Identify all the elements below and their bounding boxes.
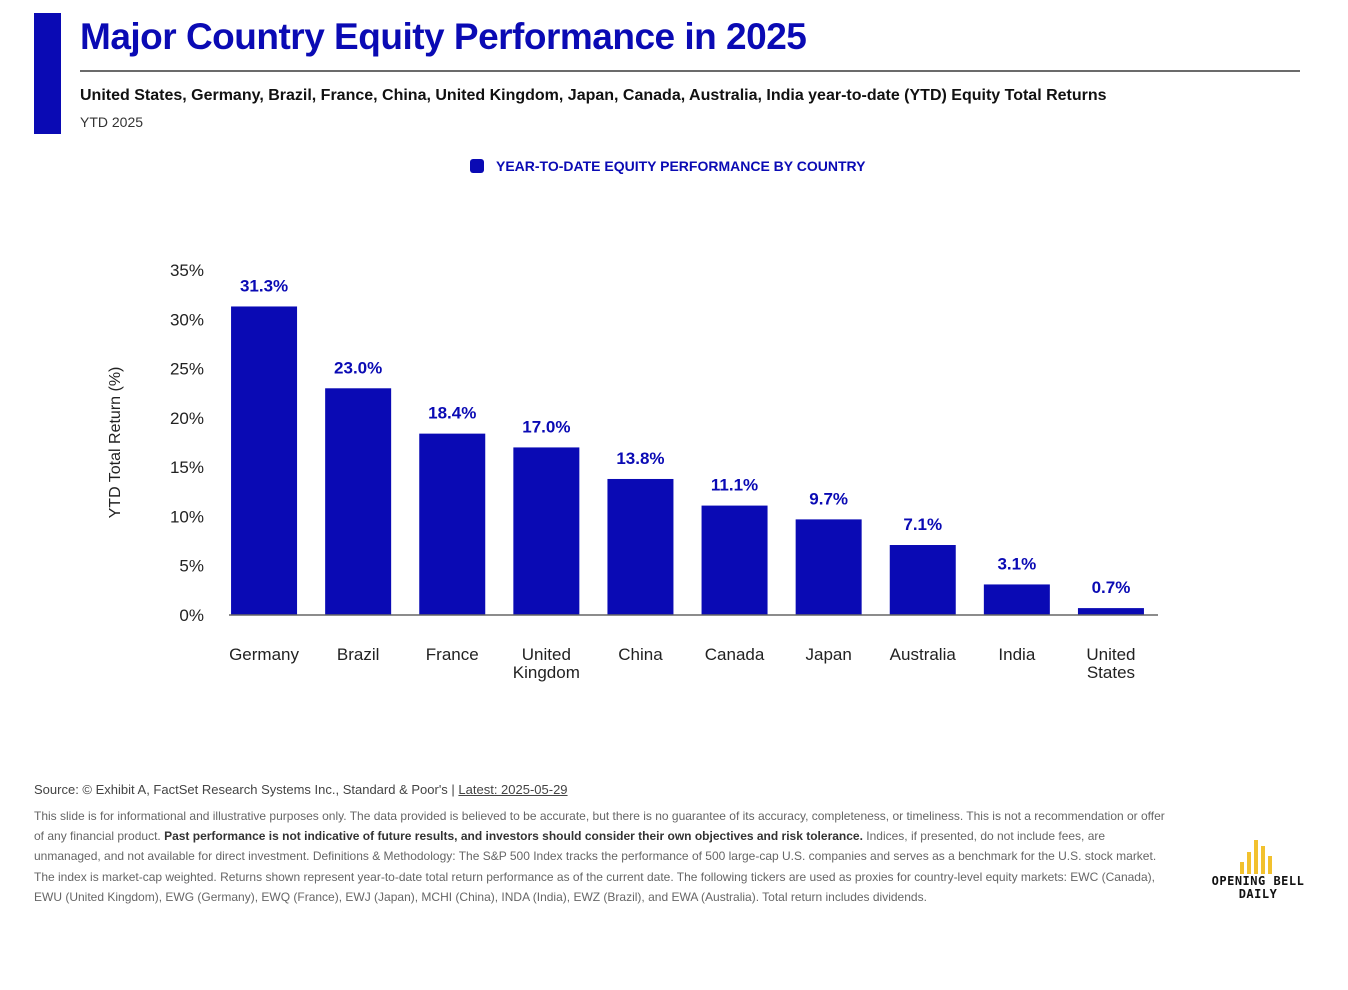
bar xyxy=(607,478,674,615)
bar-chart: 0% 5% 10% 15% 20% 25% 30% 35% YTD Total Return (… xyxy=(107,261,1158,682)
logo-text-line1: OPENING BELL xyxy=(1211,874,1305,888)
logo-text-line2: DAILY xyxy=(1238,887,1278,901)
source-text: Source: © Exhibit A, FactSet Research Sy… xyxy=(34,782,459,797)
disclaimer-bold-text: Past performance is not indicative of fu… xyxy=(164,829,863,844)
data-label: 11.1% xyxy=(711,476,758,495)
data-label: 18.4% xyxy=(428,404,476,423)
data-label: 17.0% xyxy=(522,417,570,436)
bar xyxy=(325,388,392,615)
bar xyxy=(231,306,298,615)
data-label: 31.3% xyxy=(240,276,288,295)
data-label: 9.7% xyxy=(809,489,848,508)
bar xyxy=(701,505,768,615)
legend-swatch xyxy=(470,159,484,173)
y-axis-label: YTD Total Return (%) xyxy=(107,367,124,519)
x-tick-label: United Kingdom xyxy=(513,645,580,682)
disclaimer-text-2: Indices, if presented, do not include fe… xyxy=(34,829,1157,904)
x-tick-label: Germany xyxy=(229,645,299,664)
bar xyxy=(983,584,1050,615)
opening-bell-daily-logo: OPENING BELL DAILY xyxy=(1196,838,1320,901)
chart-period: YTD 2025 xyxy=(80,114,144,130)
data-label: 13.8% xyxy=(616,449,664,468)
x-tick-label: Brazil xyxy=(337,645,380,664)
y-tick-label: 20% xyxy=(170,409,204,428)
bar-chart-icon xyxy=(1240,840,1272,874)
x-tick-label: Japan xyxy=(805,645,851,664)
bar xyxy=(889,545,956,615)
y-tick-label: 25% xyxy=(170,360,204,379)
bar xyxy=(419,433,486,615)
bar xyxy=(795,519,862,615)
x-tick-label: United States xyxy=(1086,645,1135,682)
source-line: Source: © Exhibit A, FactSet Research Sy… xyxy=(34,782,568,797)
data-label: 7.1% xyxy=(903,515,942,534)
bar xyxy=(513,447,580,615)
data-label: 23.0% xyxy=(334,358,382,377)
chart-subtitle: United States, Germany, Brazil, France, … xyxy=(80,87,1107,104)
y-tick-label: 15% xyxy=(170,458,204,477)
data-label: 3.1% xyxy=(997,554,1036,573)
chart-legend: YEAR-TO-DATE EQUITY PERFORMANCE BY COUNT… xyxy=(470,158,865,174)
data-label: 0.7% xyxy=(1092,578,1131,597)
latest-date-link[interactable]: Latest: 2025-05-29 xyxy=(458,782,568,797)
disclaimer-text-1: This slide is for informational and illu… xyxy=(34,809,1165,844)
legend-label: YEAR-TO-DATE EQUITY PERFORMANCE BY COUNT… xyxy=(496,158,866,174)
page-title: Major Country Equity Performance in 2025 xyxy=(80,16,807,57)
title-divider xyxy=(80,70,1300,72)
bar xyxy=(1077,608,1144,615)
y-tick-label: 5% xyxy=(179,557,204,576)
y-tick-label: 35% xyxy=(170,261,204,280)
x-tick-label: France xyxy=(426,645,479,664)
disclaimer: This slide is for informational and illu… xyxy=(34,806,1169,907)
y-tick-label: 30% xyxy=(170,310,204,329)
x-tick-label: India xyxy=(998,645,1035,664)
y-tick-label: 10% xyxy=(170,507,204,526)
y-tick-label: 0% xyxy=(179,606,204,625)
x-tick-label: Australia xyxy=(890,645,957,664)
accent-bar xyxy=(34,13,61,134)
x-tick-label: Canada xyxy=(705,645,765,664)
x-tick-label: China xyxy=(618,645,663,664)
